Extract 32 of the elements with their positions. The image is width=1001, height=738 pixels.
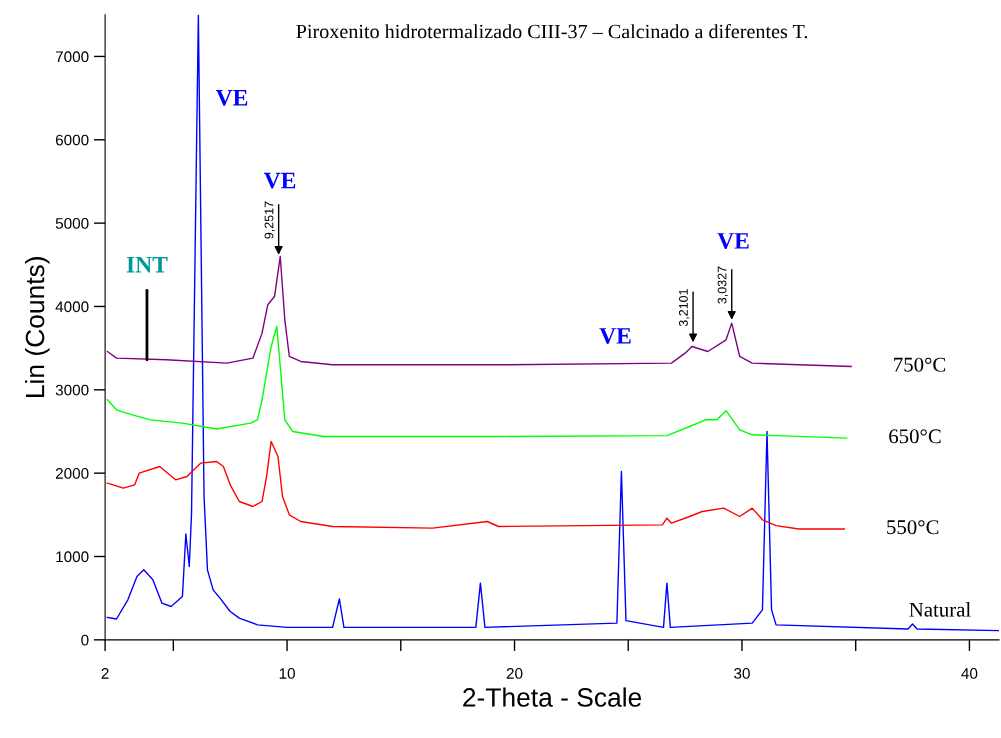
text: 650°C (889, 429, 941, 444)
line-series (106, 440, 846, 530)
series-label: Natural (909, 602, 971, 617)
annotation: VE (717, 233, 749, 249)
y-tick-label: 4000 (55, 301, 89, 313)
annotation: INT (126, 256, 168, 273)
text: 750°C (894, 357, 946, 372)
line-series (106, 14, 999, 632)
annotation: VE (263, 172, 296, 189)
annotation: 3,2101 (678, 289, 690, 327)
y-tick-label: 6000 (55, 134, 89, 146)
annotation: VE (599, 328, 631, 344)
x-tick-label: 2 (101, 668, 109, 679)
y-tick-label: 7000 (55, 51, 89, 63)
y-tick-label: 0 (81, 634, 89, 646)
x-axis-title: 2-Theta - Scale (463, 687, 642, 707)
y-tick-label: 1000 (56, 551, 89, 563)
text: 550°C (887, 520, 939, 535)
line-series (106, 255, 852, 368)
y-tick-label: 3000 (55, 384, 89, 396)
chart-title: Piroxenito hidrotermalizado CIII-37 – Calcinado a diferentes T. (296, 23, 808, 39)
x-tick-label: 10 (279, 668, 295, 679)
x-tick-label: 30 (734, 668, 750, 679)
annotation: 3,0327 (717, 266, 728, 304)
x-tick-label: 40 (961, 668, 978, 679)
y-axis-title: Lin (Counts) (24, 257, 50, 397)
line-series (106, 325, 848, 439)
y-tick-label: 2000 (55, 468, 89, 479)
y-tick-label: 5000 (55, 217, 89, 229)
annotation: 9,2517 (264, 201, 275, 239)
x-tick-label: 20 (506, 668, 523, 679)
annotation: VE (215, 89, 248, 106)
